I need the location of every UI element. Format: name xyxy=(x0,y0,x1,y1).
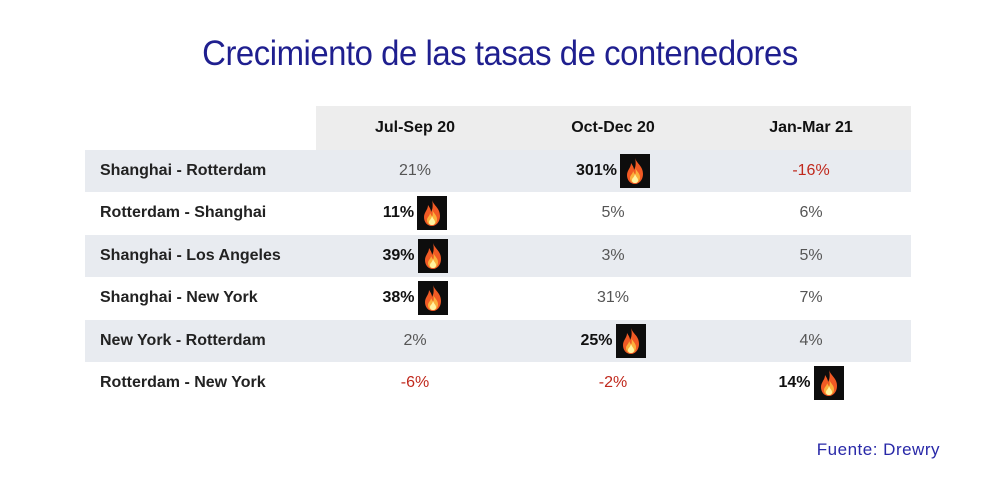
route-label: New York - Rotterdam xyxy=(100,331,266,349)
value-label: 5% xyxy=(601,204,625,222)
value-label: -6% xyxy=(400,374,430,391)
column-header-q4-2020: Oct-Dec 20 xyxy=(571,119,655,136)
value-label: -2% xyxy=(598,374,628,391)
route-label: Rotterdam - New York xyxy=(100,374,266,391)
value-label: 301% xyxy=(576,162,617,179)
value-cell: 5% xyxy=(712,235,910,277)
table-header: Jul-Sep 20 Oct-Dec 20 Jan-Mar 21 xyxy=(316,106,911,150)
value-label: -16% xyxy=(792,162,830,179)
page-title: Crecimiento de las tasas de contenedores xyxy=(202,34,798,73)
value-label: 25% xyxy=(580,331,613,349)
value-cell: 31% xyxy=(514,277,712,319)
value-label: 31% xyxy=(596,289,630,307)
route-label: Shanghai - Rotterdam xyxy=(100,162,267,179)
column-header-q1-2021: Jan-Mar 21 xyxy=(769,119,853,136)
value-cell: -2% xyxy=(514,362,712,404)
value-cell: 4% xyxy=(712,320,910,362)
fire-icon xyxy=(619,154,650,188)
value-label: 6% xyxy=(799,204,823,222)
value-cell: 3% xyxy=(514,235,712,277)
table-row: New York - Rotterdam 2% 25% 4% xyxy=(85,319,911,362)
fire-icon xyxy=(417,196,448,231)
value-cell: 5% xyxy=(514,192,712,234)
value-cell: 6% xyxy=(712,192,910,234)
value-cell: 2% xyxy=(316,320,514,362)
value-label: 21% xyxy=(398,162,432,179)
fire-icon xyxy=(813,366,844,400)
value-cell: 39% xyxy=(316,235,514,277)
route-label: Rotterdam - Shanghai xyxy=(100,204,267,222)
table-row: Shanghai - Rotterdam 21% 301% -16% xyxy=(85,150,911,192)
table-row: Shanghai - New York 38% 31% 7% xyxy=(85,277,911,319)
value-label: 39% xyxy=(382,246,415,264)
value-cell: 7% xyxy=(712,277,910,319)
value-label: 3% xyxy=(601,246,625,264)
table-row: Rotterdam - New York -6% -2% 14% xyxy=(85,362,911,404)
fire-icon xyxy=(417,238,448,273)
value-label: 14% xyxy=(778,374,811,391)
value-cell: 11% xyxy=(316,192,514,234)
value-label: 11% xyxy=(382,204,415,222)
source-note: Fuente: Drewry xyxy=(816,440,940,459)
value-cell: 25% xyxy=(514,320,712,362)
value-cell: 21% xyxy=(316,150,514,192)
value-label: 38% xyxy=(382,289,415,307)
value-label: 5% xyxy=(799,246,823,264)
table-row: Rotterdam - Shanghai 11% 5% 6% xyxy=(85,192,911,234)
route-label: Shanghai - New York xyxy=(100,289,258,307)
value-label: 7% xyxy=(799,289,823,307)
value-cell: 301% xyxy=(514,150,712,192)
fire-icon xyxy=(615,323,646,358)
value-label: 4% xyxy=(799,331,823,349)
table-row: Shanghai - Los Angeles 39% 3% 5% xyxy=(85,234,911,277)
value-cell: 14% xyxy=(712,362,910,404)
value-cell: -6% xyxy=(316,362,514,404)
column-header-q3-2020: Jul-Sep 20 xyxy=(374,119,456,136)
value-cell: 38% xyxy=(316,277,514,319)
value-cell: -16% xyxy=(712,150,910,192)
fire-icon xyxy=(417,281,448,316)
value-label: 2% xyxy=(403,331,427,349)
route-label: Shanghai - Los Angeles xyxy=(100,246,281,264)
